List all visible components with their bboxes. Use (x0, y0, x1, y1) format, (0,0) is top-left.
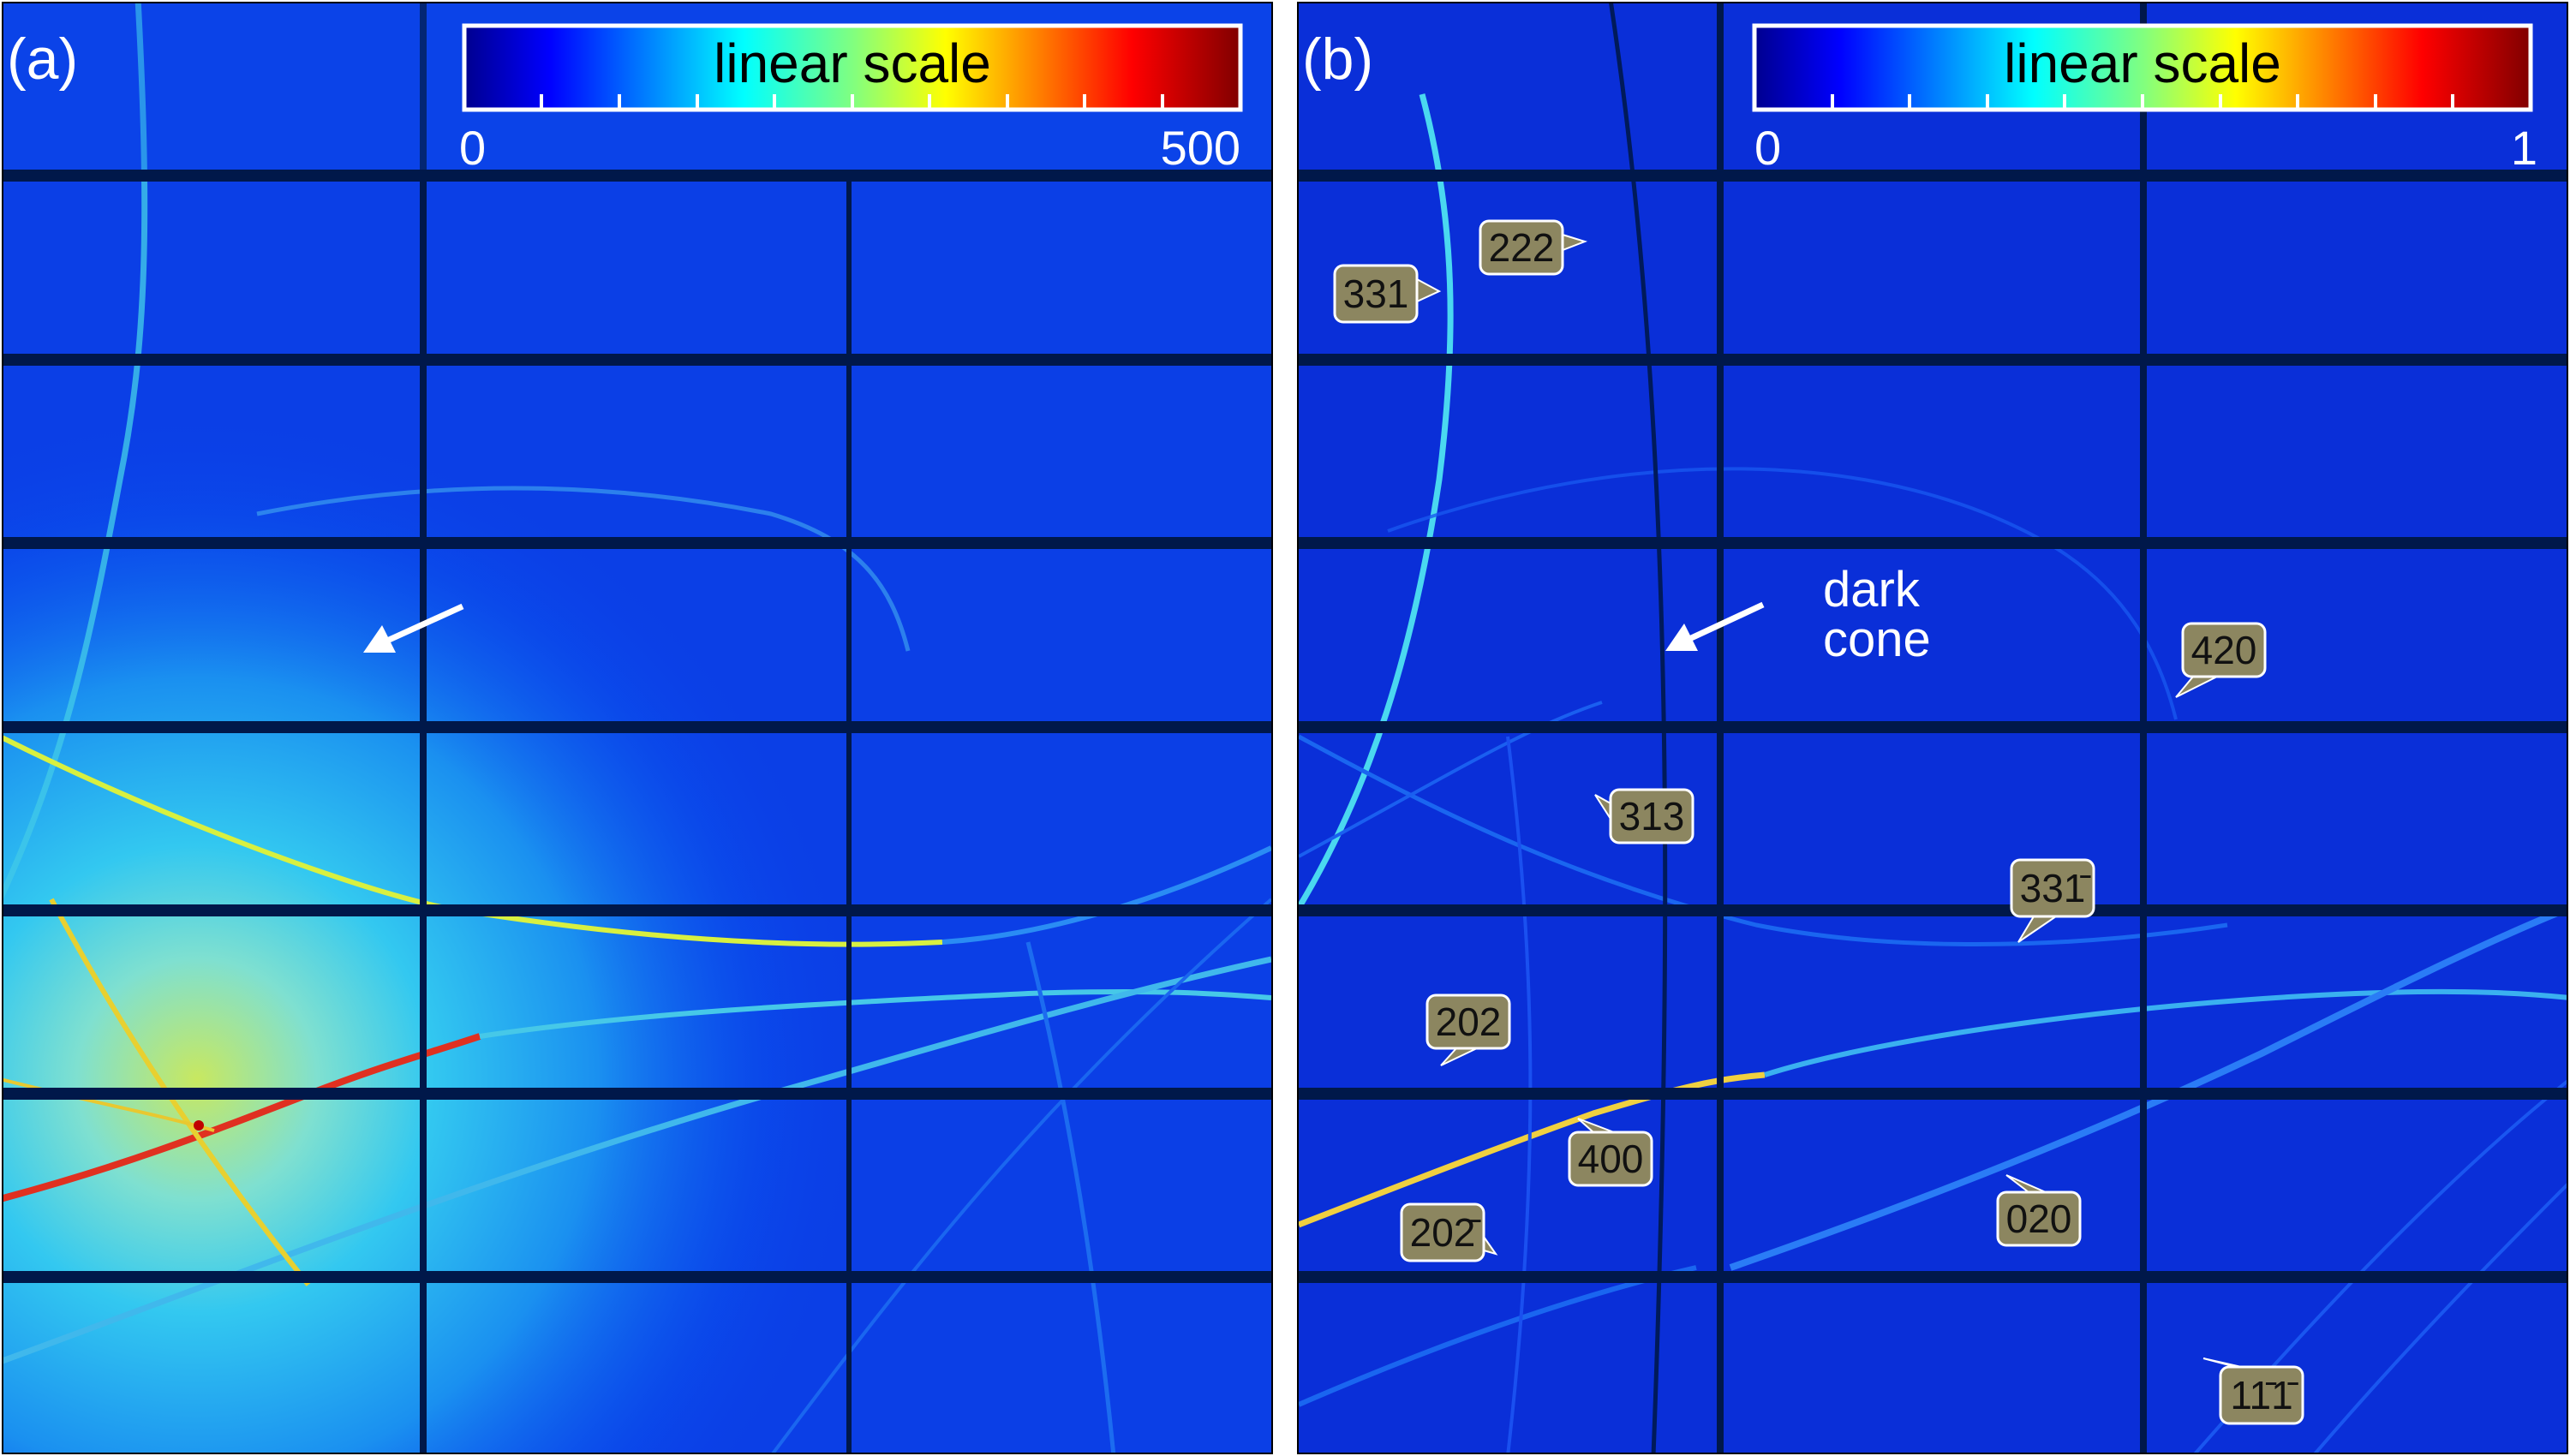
panel-a: (a) linear scale 0 500 (2, 2, 1273, 1454)
panel-label-a: (a) (7, 27, 78, 92)
callout-box (1479, 219, 1564, 276)
callout-box (1333, 264, 1419, 324)
callout-box (1400, 1202, 1485, 1262)
arrow-icon-a (363, 603, 464, 653)
reflection-index: 222 (1489, 225, 1555, 270)
reflection-index: 331 (1343, 272, 1409, 316)
arrow-icon-b (1665, 601, 1765, 651)
reflection-label: 020 (1996, 1174, 2082, 1247)
reflection-index: 400 (1578, 1137, 1644, 1181)
colorbar-a: linear scale 0 500 (459, 23, 1243, 175)
callout-box (2219, 1365, 2304, 1425)
reflection-label: 202 (1425, 994, 1511, 1066)
dark-cone-line2: cone (1823, 612, 1931, 667)
colorbar-title-a: linear scale (714, 33, 991, 94)
reflection-index: 020 (2006, 1196, 2072, 1241)
reflection-label: 400 (1568, 1118, 1653, 1187)
reflection-label: 420 (2175, 622, 2267, 698)
reflection-label: 202̄ (1400, 1202, 1498, 1262)
dark-cone-line1: dark (1823, 562, 1921, 618)
reflection-index: 313 (1619, 794, 1685, 838)
reflection-label: 11̄1̄ (2202, 1358, 2304, 1425)
colorbar-max-b: 1 (2511, 121, 2537, 175)
reflection-label: 313 (1594, 788, 1694, 844)
callout-box (1425, 994, 1511, 1050)
colorbar-title-b: linear scale (2004, 33, 2281, 94)
reflection-index: 420 (2191, 628, 2257, 672)
panel-b: dark cone (b) linear scale 0 1 222 331 420… (1297, 2, 2568, 1454)
colorbar-b: linear scale 0 1 (1752, 23, 2537, 175)
colorbar-min-a: 0 (459, 121, 486, 175)
direct-spot (194, 1120, 204, 1131)
panel-label-b: (b) (1302, 27, 1373, 92)
reflection-label: 331 (1333, 264, 1442, 324)
callout-box (1568, 1131, 1653, 1187)
callout-box (2010, 858, 2095, 918)
colorbar-max-a: 500 (1161, 121, 1240, 175)
callout-box (1609, 788, 1694, 844)
reflection-index: 202 (1436, 1000, 1502, 1044)
callout-box (2181, 622, 2267, 678)
callout-box (1996, 1190, 2082, 1247)
reflection-index: 11̄1̄ (2230, 1373, 2298, 1417)
reflection-labels: 222 331 420 313 331̄ 202 400 202̄ 020 11̄1̄ (1333, 219, 2304, 1425)
module-gaps-a (3, 3, 1271, 1453)
reflection-index: 331̄ (2020, 866, 2092, 910)
module-gaps-b (1299, 3, 2567, 1453)
reflection-label: 222 (1479, 219, 1588, 276)
reflection-label: 331̄ (2010, 858, 2095, 943)
colorbar-min-b: 0 (1754, 121, 1781, 175)
reflection-index: 202̄ (1410, 1210, 1482, 1255)
